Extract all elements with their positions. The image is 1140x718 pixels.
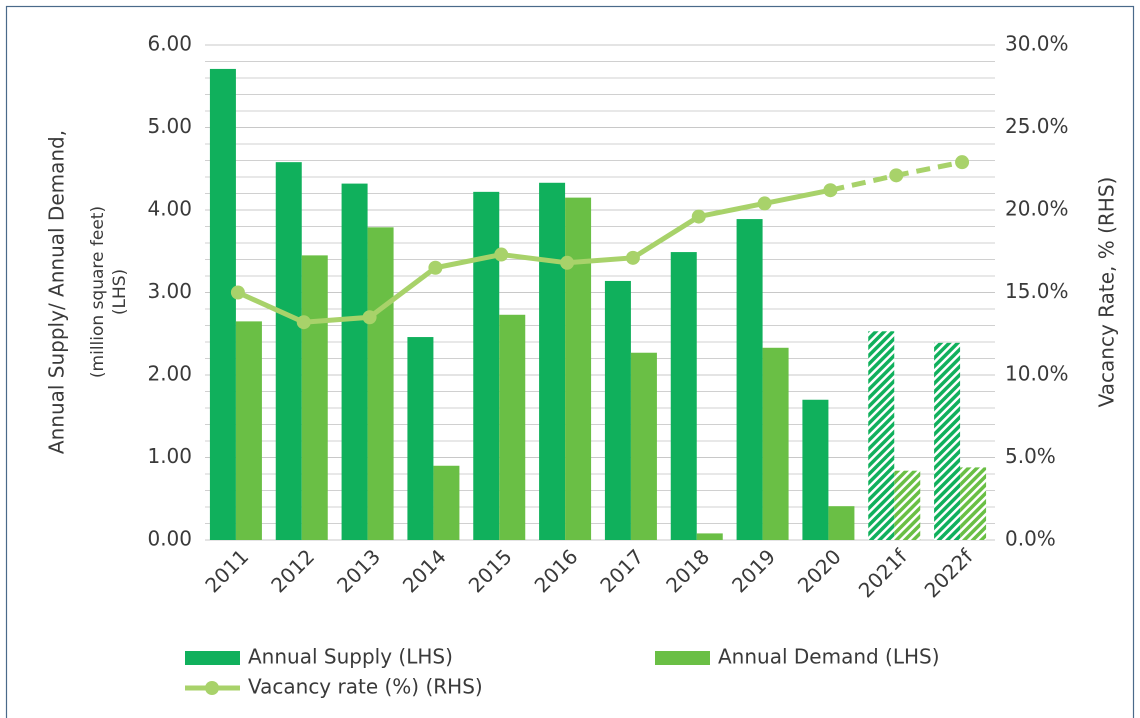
bar	[367, 227, 394, 540]
bar	[960, 467, 987, 540]
legend-marker	[205, 681, 219, 695]
line-marker	[428, 260, 443, 275]
y2-tick-label: 15.0%	[1005, 279, 1069, 303]
y2-tick-label: 10.0%	[1005, 362, 1069, 386]
bar	[868, 331, 895, 540]
x-tick-label: 2020	[793, 544, 846, 597]
bar	[433, 465, 460, 540]
bar	[670, 252, 697, 540]
y-tick-label: 1.00	[147, 444, 192, 468]
line-marker	[296, 315, 311, 330]
bar	[894, 470, 921, 540]
y2-tick-label: 25.0%	[1005, 114, 1069, 138]
y-axis-title: Annual Supply/ Annual Demand,	[45, 130, 69, 454]
bar	[802, 399, 829, 540]
x-tick-label: 2011	[200, 544, 253, 597]
bar	[275, 162, 302, 540]
y2-tick-label: 0.0%	[1005, 527, 1056, 551]
x-tick-label: 2019	[727, 544, 780, 597]
line-marker	[757, 196, 772, 211]
x-tick-label: 2013	[332, 544, 385, 597]
legend-swatch	[655, 651, 710, 665]
line-marker	[560, 255, 575, 270]
x-tick-label: 2016	[530, 544, 583, 597]
bar	[539, 182, 566, 540]
y-axis-subtitle: (million square feet)	[88, 206, 108, 378]
y2-tick-label: 30.0%	[1005, 32, 1069, 56]
line-marker	[625, 250, 640, 265]
y-tick-label: 5.00	[147, 114, 192, 138]
bar	[828, 506, 855, 540]
x-tick-label: 2015	[464, 544, 517, 597]
y-tick-label: 6.00	[147, 32, 192, 56]
line-marker	[823, 183, 838, 198]
line	[236, 187, 831, 325]
bar	[301, 255, 328, 540]
y2-tick-label: 20.0%	[1005, 197, 1069, 221]
line-marker	[230, 285, 245, 300]
x-tick-label: 2022f	[920, 544, 979, 603]
y-tick-label: 0.00	[147, 527, 192, 551]
legend-label: Annual Supply (LHS)	[248, 645, 453, 669]
legend-label: Vacancy rate (%) (RHS)	[248, 675, 483, 699]
line-marker	[955, 155, 970, 170]
y2-axis-title: Vacancy Rate, % (RHS)	[1095, 177, 1119, 408]
line-marker	[889, 168, 904, 183]
y-axis-subtitle: (LHS)	[110, 269, 130, 315]
bar	[736, 219, 763, 540]
bar	[762, 347, 789, 540]
x-tick-label: 2017	[595, 544, 648, 597]
legend-label: Annual Demand (LHS)	[718, 645, 940, 669]
bar	[407, 337, 434, 540]
bar	[934, 342, 961, 540]
line-marker	[362, 310, 377, 325]
x-tick-label: 2012	[266, 544, 319, 597]
frame	[5, 5, 1135, 718]
x-tick-label: 2018	[661, 544, 714, 597]
x-tick-label: 2021f	[854, 544, 913, 603]
bar	[473, 191, 500, 540]
y2-tick-label: 5.0%	[1005, 444, 1056, 468]
bar	[696, 533, 723, 540]
y-tick-label: 3.00	[147, 279, 192, 303]
bar	[604, 280, 631, 540]
y-tick-label: 4.00	[147, 197, 192, 221]
y-tick-label: 2.00	[147, 362, 192, 386]
bar	[341, 183, 368, 540]
legend-swatch	[185, 651, 240, 665]
bar	[630, 352, 657, 540]
line-marker	[494, 247, 509, 262]
bar	[565, 197, 592, 540]
bar	[235, 321, 262, 540]
bar	[499, 314, 526, 540]
bar	[209, 68, 236, 541]
x-tick-label: 2014	[398, 544, 451, 597]
line-marker	[691, 209, 706, 224]
